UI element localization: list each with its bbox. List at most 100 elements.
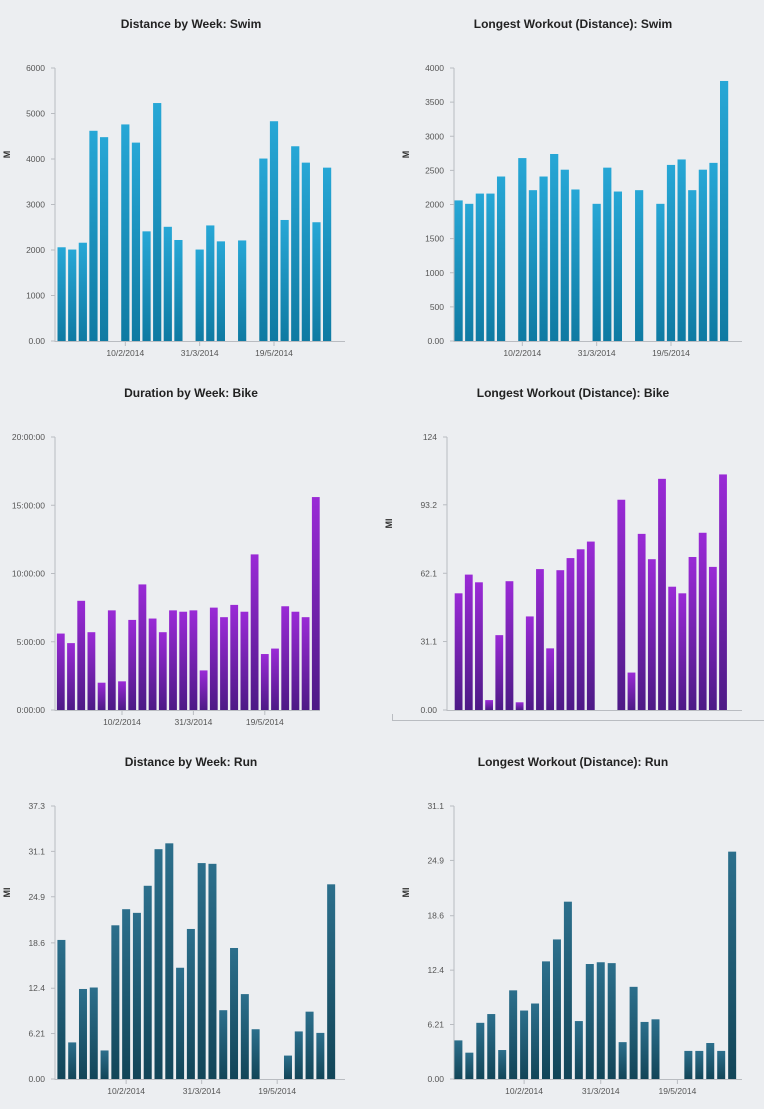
bar: [97, 682, 106, 710]
bar: [476, 1022, 485, 1079]
bar: [637, 533, 646, 710]
bar: [465, 203, 474, 341]
y-tick-label: 12.4: [28, 983, 45, 993]
bar: [617, 499, 626, 710]
bar: [695, 1050, 704, 1079]
bar: [454, 200, 463, 341]
bar: [658, 478, 666, 710]
x-tick-label: 19/5/2014: [258, 1086, 296, 1096]
bar: [179, 611, 188, 710]
bar: [536, 569, 544, 710]
bar: [165, 843, 174, 1079]
bar: [250, 554, 259, 710]
chart-plot: 0.00 6.21 12.4 18.6 24.9 31.1 10/2/2014 31/3/20…: [401, 801, 742, 1096]
x-tick-label: 10/2/2014: [503, 348, 541, 358]
bar: [629, 986, 638, 1079]
y-tick-label: 5:00:00: [17, 637, 46, 647]
bar: [651, 1019, 660, 1079]
x-tick-label: 10/2/2014: [103, 717, 141, 727]
bar: [709, 162, 718, 341]
y-tick-label: 93.2: [420, 500, 437, 510]
bar: [111, 925, 120, 1079]
bar: [454, 1040, 463, 1079]
chart-bike-longest: Longest Workout (Distance): Bike 0.00 31.…: [382, 369, 764, 738]
bar: [323, 167, 332, 341]
bar: [67, 643, 75, 710]
bar: [574, 1021, 583, 1079]
bar: [138, 584, 147, 710]
y-tick-label: 6.21: [427, 1019, 444, 1029]
bar: [698, 169, 707, 341]
bar: [677, 159, 686, 341]
bar: [515, 702, 524, 710]
bar: [487, 1014, 496, 1079]
bar: [586, 541, 595, 710]
bar: [301, 162, 310, 341]
x-tick-label: 31/3/2014: [181, 348, 219, 358]
bar: [143, 885, 152, 1079]
y-tick-label: 62.1: [420, 568, 437, 578]
bar: [618, 1042, 627, 1079]
bar: [708, 566, 717, 710]
y-tick-label: 10:00:00: [12, 569, 45, 579]
x-tick-label: 10/2/2014: [106, 348, 144, 358]
y-tick-label: 4000: [26, 154, 45, 164]
bar: [539, 176, 548, 341]
bar: [556, 570, 565, 710]
chart-title: Duration by Week: Bike: [124, 386, 258, 400]
y-tick-label: 12.4: [427, 965, 444, 975]
chart-bike-duration: Duration by Week: Bike 0:00:00 5:00:00 10:…: [0, 369, 382, 738]
chart-run-longest: Longest Workout (Distance): Run 0.00 6.21…: [382, 738, 764, 1107]
y-tick-label: 6.21: [28, 1029, 45, 1039]
bar: [107, 610, 116, 710]
bar: [238, 240, 247, 341]
x-tick-label: 31/3/2014: [578, 348, 616, 358]
bar: [528, 190, 538, 341]
bar: [717, 1050, 726, 1079]
y-tick-label: 5000: [26, 109, 45, 119]
y-tick-label: 15:00:00: [12, 500, 45, 510]
bar: [271, 648, 279, 710]
bar: [240, 611, 249, 710]
bar: [280, 219, 289, 341]
y-axis-label: M: [2, 151, 12, 159]
y-tick-label: 4000: [425, 63, 444, 73]
bar: [603, 167, 612, 341]
bar: [531, 1003, 540, 1079]
bar: [485, 700, 494, 710]
y-tick-label: 20:00:00: [12, 432, 45, 442]
bar: [640, 1021, 649, 1079]
y-tick-label: 2000: [26, 245, 45, 255]
bar: [251, 1029, 260, 1079]
y-tick-label: 3000: [26, 200, 45, 210]
bar: [311, 497, 320, 710]
bar: [259, 158, 268, 341]
bar: [209, 607, 218, 710]
bar: [291, 146, 300, 341]
chart-plot: 0:00:00 5:00:00 10:00:00 15:00:00 20:00:00 10…: [12, 432, 320, 727]
bar: [176, 967, 185, 1079]
y-tick-label: 3500: [425, 97, 444, 107]
bar: [560, 169, 569, 341]
bar: [684, 1050, 693, 1079]
bar: [627, 672, 636, 710]
bar: [592, 203, 601, 341]
y-tick-label: 6000: [26, 63, 45, 73]
y-tick-label: 0.00: [28, 336, 45, 346]
bar: [57, 939, 66, 1079]
y-tick-label: 31.1: [420, 637, 437, 647]
bar: [312, 222, 321, 341]
bar: [688, 190, 697, 341]
y-tick-label: 24.9: [427, 855, 444, 865]
x-tick-label: 10/2/2014: [107, 1086, 145, 1096]
x-tick-label: 10/2/2014: [505, 1086, 543, 1096]
bar: [174, 239, 183, 341]
bar: [635, 190, 644, 341]
bar: [291, 611, 300, 710]
y-tick-label: 3000: [425, 131, 444, 141]
bar: [607, 963, 616, 1079]
bar: [158, 632, 167, 710]
bar: [305, 1011, 314, 1079]
bar: [269, 121, 279, 341]
bar: [498, 1050, 507, 1079]
